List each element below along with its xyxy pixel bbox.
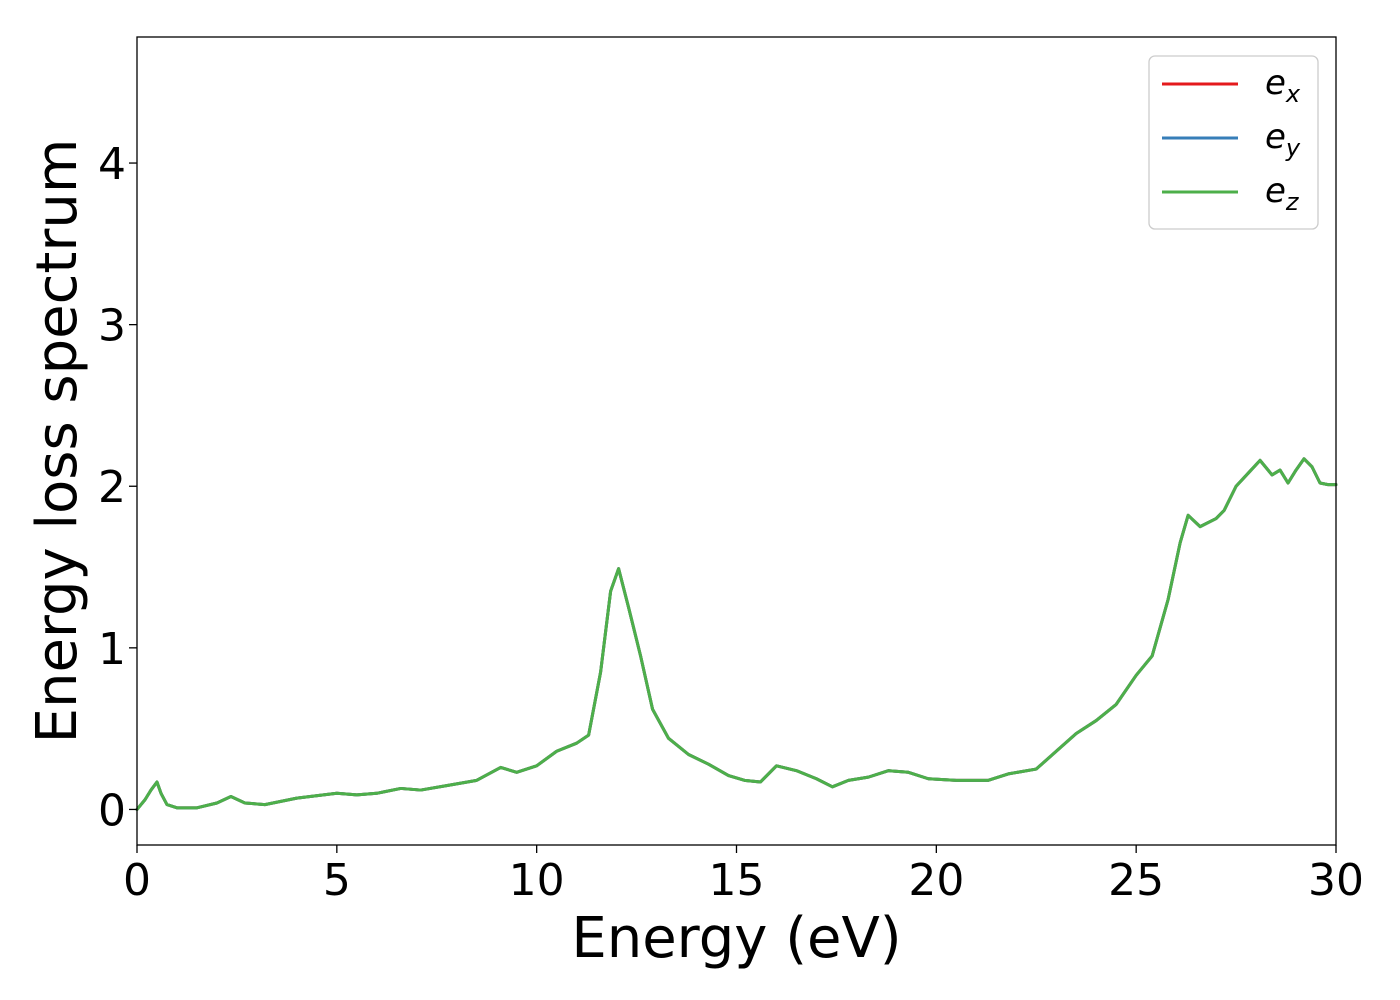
- legend-label-y: ey: [1265, 117, 1301, 162]
- x-tick-label: 0: [123, 855, 151, 906]
- x-tick-label: 25: [1108, 855, 1164, 906]
- series-layer: [135, 457, 1338, 811]
- y-tick-label: 2: [98, 462, 126, 513]
- y-tick-label: 4: [98, 139, 126, 190]
- x-tick-label: 15: [709, 855, 765, 906]
- y-tick-label: 1: [98, 624, 126, 675]
- x-axis-title: Energy (eV): [571, 906, 901, 971]
- y-tick-label: 3: [98, 301, 126, 352]
- x-tick-label: 10: [509, 855, 565, 906]
- legend-label-x: ex: [1265, 63, 1301, 108]
- series-line-z: [135, 457, 1338, 811]
- y-axis-ticks: 0 1 2 3 4: [98, 139, 137, 836]
- legend-box: [1148, 55, 1319, 230]
- plot-background: [137, 37, 1336, 845]
- x-axis-ticks: 0 5 10 15 20 25 30: [123, 845, 1364, 906]
- legend: ex ey ez: [1148, 55, 1319, 230]
- x-tick-label: 5: [323, 855, 351, 906]
- y-axis-title: Energy loss spectrum: [25, 139, 90, 744]
- x-tick-label: 30: [1308, 855, 1364, 906]
- legend-label-z: ez: [1265, 171, 1300, 216]
- y-tick-label: 0: [98, 785, 126, 836]
- x-tick-label: 20: [908, 855, 964, 906]
